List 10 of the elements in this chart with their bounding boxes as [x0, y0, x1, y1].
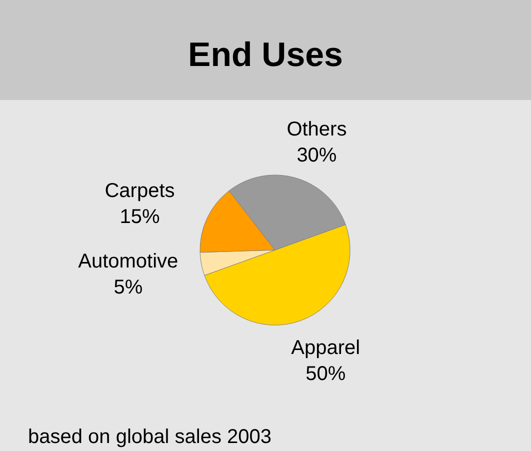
data-label: 5%: [114, 276, 143, 299]
slice-label: Apparel: [291, 337, 360, 360]
chart-title: End Uses: [188, 36, 343, 74]
slice-label: Others: [286, 118, 347, 141]
slice-label: Carpets: [104, 180, 175, 202]
data-label: 30%: [296, 144, 337, 167]
data-label: 15%: [120, 206, 160, 228]
text: based on global sales 2003: [28, 426, 272, 448]
slice-label: Automotive: [78, 250, 178, 273]
data-label: 50%: [306, 363, 346, 386]
